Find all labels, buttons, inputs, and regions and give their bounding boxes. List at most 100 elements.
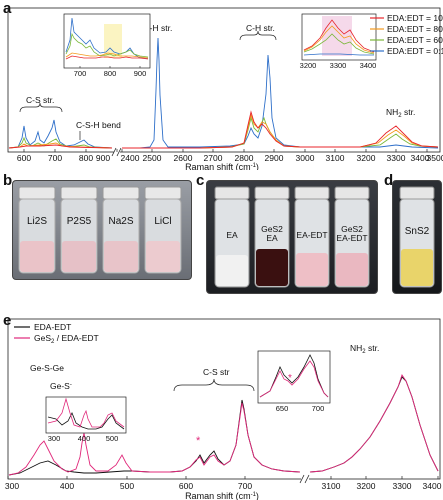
annot-ge-s: Ge-S- bbox=[50, 381, 72, 391]
inset-highlight-yellow bbox=[104, 24, 122, 58]
tick-e-700: 700 bbox=[238, 481, 252, 491]
annot-ge-s-ge: Ge-S-Ge bbox=[30, 363, 64, 373]
panel-a-annotations: C-S str. C-S-H bend S-H str. C-H str. NH… bbox=[19, 23, 415, 140]
panel-e-ticks bbox=[7, 476, 439, 479]
photo-panel-d: SnS2 bbox=[392, 180, 442, 294]
vial-b-1 bbox=[18, 186, 56, 274]
tick-a-3300: 3300 bbox=[387, 153, 406, 163]
panel-e-xlabel: Raman shift (cm-1) bbox=[185, 491, 259, 500]
annot-csh-bend: C-S-H bend bbox=[76, 120, 121, 130]
panel-e-legend: EDA-EDT GeS2 / EDA-EDT bbox=[14, 322, 99, 345]
panel-a-tick-labels: 600 700 800 900 2400 2500 2600 2700 2800… bbox=[17, 153, 443, 163]
vial-c-1 bbox=[214, 186, 250, 288]
bracket-ch bbox=[239, 30, 277, 41]
panel-letter-d: d bbox=[384, 172, 394, 189]
legend-a-item-3: EDA:EDT = 60:40 bbox=[370, 35, 443, 45]
bracket-cs-e bbox=[173, 378, 255, 392]
tick-e-500: 500 bbox=[120, 481, 134, 491]
svg-text:EDA:EDT = 0:100: EDA:EDT = 0:100 bbox=[387, 46, 443, 56]
vial-c-4 bbox=[334, 186, 370, 288]
inset-e-tick-700: 700 bbox=[312, 404, 325, 413]
panel-letter-a: a bbox=[3, 0, 12, 17]
inset-e-tick-400: 400 bbox=[78, 434, 91, 443]
annot-nh2-str-e: NH2 str. bbox=[350, 343, 379, 355]
annot-ch-str: C-H str. bbox=[246, 23, 275, 33]
annot-star-inset: * bbox=[288, 373, 292, 384]
tick-e-3400: 3400 bbox=[423, 481, 442, 491]
tick-a-700: 700 bbox=[48, 153, 62, 163]
inset-e-tick-300: 300 bbox=[48, 434, 61, 443]
spectrum-a-red bbox=[8, 110, 439, 149]
tick-a-3400: 3400 bbox=[411, 153, 430, 163]
legend-a-item-1: EDA:EDT = 100:0 bbox=[370, 13, 443, 23]
inset-a-tick-900: 900 bbox=[134, 69, 147, 78]
legend-a-item-4: EDA:EDT = 0:100 bbox=[370, 46, 443, 56]
vial-label-d-1: SnS2 bbox=[404, 226, 430, 237]
panel-e-chart: 300 400 500 600 700 3100 3200 3300 3400 … bbox=[5, 318, 442, 500]
panel-letter-e: e bbox=[3, 312, 12, 329]
tick-a-2600: 2600 bbox=[174, 153, 193, 163]
legend-e-item-2: GeS2 / EDA-EDT bbox=[14, 333, 99, 345]
panel-a-ticks bbox=[23, 149, 428, 152]
vial-b-4 bbox=[144, 186, 182, 274]
inset-highlight-pink bbox=[322, 16, 352, 56]
vial-label-c-2: GeS2 EA bbox=[261, 224, 283, 243]
tick-a-3200: 3200 bbox=[357, 153, 376, 163]
panel-letter-b: b bbox=[3, 172, 13, 189]
panel-a-spectra bbox=[8, 37, 439, 149]
annot-nh2-str: NH2 str. bbox=[386, 107, 415, 119]
panel-letter-c: c bbox=[196, 172, 205, 189]
vials-c bbox=[214, 186, 370, 288]
tick-e-600: 600 bbox=[179, 481, 193, 491]
panel-e-spectra bbox=[8, 373, 439, 476]
legend-e-item-1: EDA-EDT bbox=[14, 322, 71, 332]
annot-cs-str: C-S str. bbox=[26, 95, 54, 105]
inset-e-tick-650: 650 bbox=[276, 404, 289, 413]
panel-e-inset-left: 300 400 500 bbox=[45, 396, 127, 443]
panel-a-xlabel: Raman shift (cm-1) bbox=[185, 162, 259, 170]
tick-a-2400: 2400 bbox=[121, 153, 140, 163]
tick-a-2500: 2500 bbox=[143, 153, 162, 163]
vial-label-b-3: Na2S bbox=[108, 216, 134, 227]
spectrum-a-orange bbox=[8, 113, 439, 149]
panel-a-frame bbox=[7, 7, 441, 153]
inset-a-tick-700: 700 bbox=[74, 69, 87, 78]
vial-label-c-4: GeS2 EA-EDT bbox=[336, 224, 368, 243]
panel-e-annotations: Ge-S-Ge Ge-S- C-S str NH2 str. * bbox=[30, 343, 379, 447]
annot-cs-str-e: C-S str bbox=[203, 367, 230, 377]
panel-e-inset-right: * 650 700 bbox=[257, 350, 331, 413]
vial-label-b-1: Li2S bbox=[26, 216, 47, 227]
vial-label-b-2: P2S5 bbox=[66, 216, 92, 227]
svg-text:EDA:EDT = 100:0: EDA:EDT = 100:0 bbox=[387, 13, 443, 23]
vial-c-2 bbox=[254, 186, 290, 288]
panel-a-chart: 600 700 800 900 2400 2500 2600 2700 2800… bbox=[7, 7, 443, 170]
legend-a-item-2: EDA:EDT = 80:20 bbox=[370, 24, 443, 34]
vials-b bbox=[18, 186, 182, 274]
tick-e-300: 300 bbox=[5, 481, 19, 491]
tick-a-600: 600 bbox=[17, 153, 31, 163]
vial-label-b-4: LiCl bbox=[154, 216, 172, 227]
tick-a-3100: 3100 bbox=[326, 153, 345, 163]
tick-a-2700: 2700 bbox=[204, 153, 223, 163]
vial-b-3 bbox=[102, 186, 140, 274]
spectrum-e-magenta bbox=[8, 373, 439, 476]
inset-a-tick-800: 800 bbox=[104, 69, 117, 78]
svg-text:EDA-EDT: EDA-EDT bbox=[34, 322, 71, 332]
inset-a-tick-3400: 3400 bbox=[360, 61, 377, 70]
vial-b-2 bbox=[60, 186, 98, 274]
tick-a-800: 800 bbox=[79, 153, 93, 163]
vial-c-3 bbox=[294, 186, 330, 288]
inset-a-tick-3200: 3200 bbox=[300, 61, 317, 70]
panel-a-inset-left: 700 800 900 bbox=[63, 13, 151, 78]
tick-a-3000: 3000 bbox=[296, 153, 315, 163]
tick-a-900: 900 bbox=[96, 153, 110, 163]
photo-panel-b: Li2S P2S5 Na2S LiCl bbox=[12, 180, 192, 280]
annot-sh-str: S-H str. bbox=[144, 23, 172, 33]
annot-star-main: * bbox=[196, 435, 201, 447]
panel-a-legend: EDA:EDT = 100:0 EDA:EDT = 80:20 EDA:EDT … bbox=[370, 13, 443, 56]
panel-a-inset-right: 3200 3300 3400 bbox=[300, 13, 377, 70]
panel-e-axis-break bbox=[299, 474, 310, 484]
panel-e-frame bbox=[7, 318, 441, 480]
tick-e-400: 400 bbox=[60, 481, 74, 491]
svg-text:EDA:EDT = 60:40: EDA:EDT = 60:40 bbox=[387, 35, 443, 45]
